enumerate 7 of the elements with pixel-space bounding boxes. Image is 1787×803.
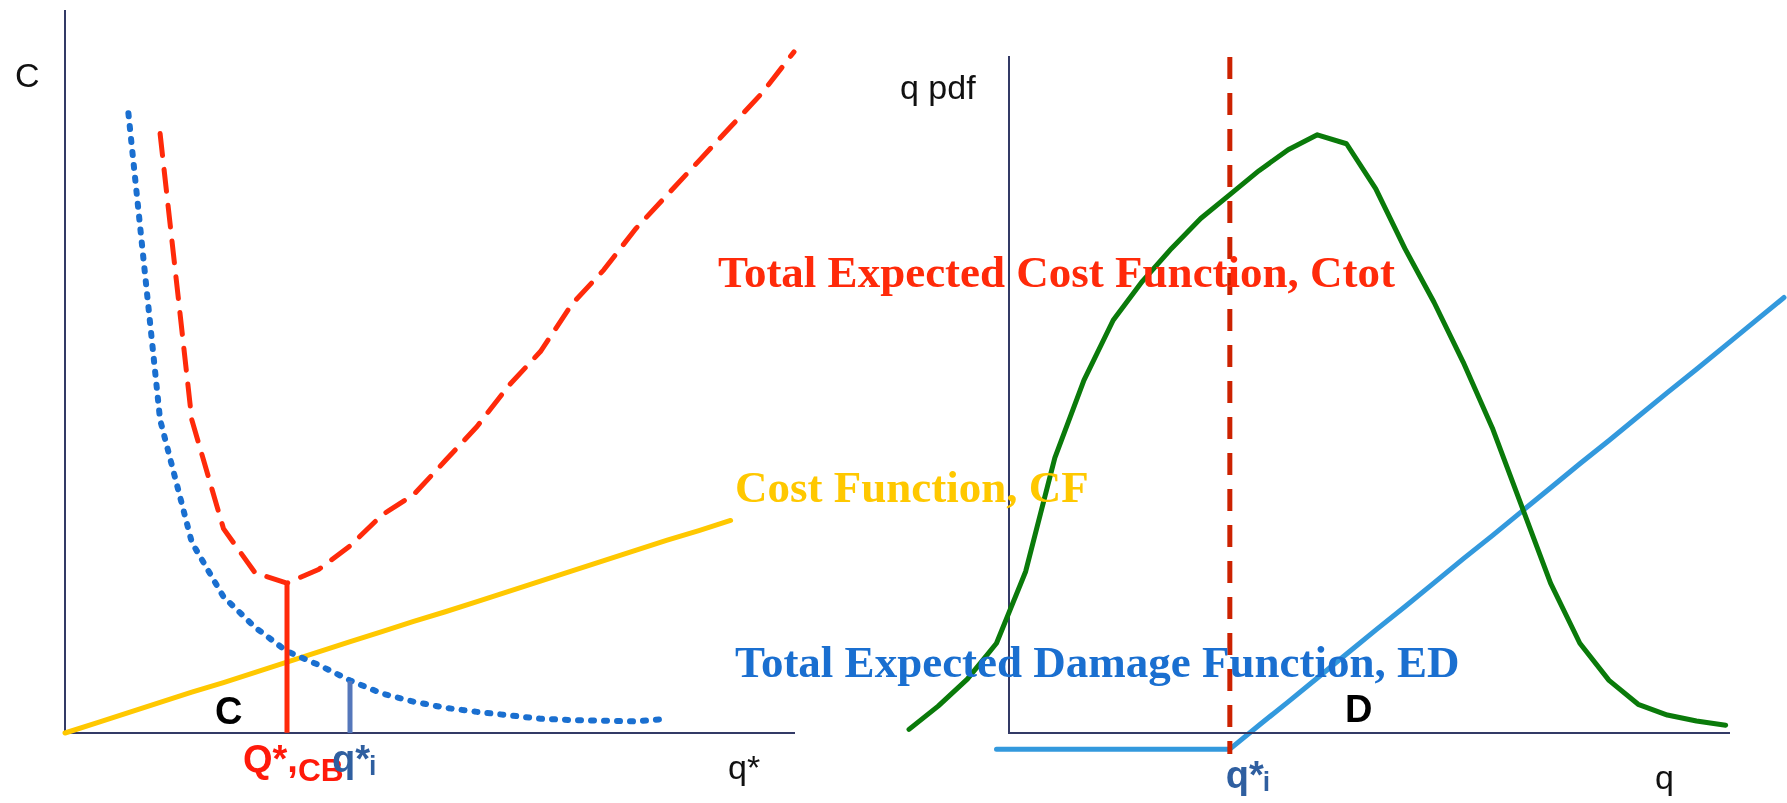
text: q*ᵢ xyxy=(1225,753,1270,796)
annotation: D xyxy=(1345,688,1373,730)
y-axis-title: q pdf xyxy=(900,68,976,106)
y-axis-title: C xyxy=(15,56,40,94)
x-axis-title: q* xyxy=(728,748,761,786)
x-axis-title: q xyxy=(1655,758,1674,796)
annotation: C xyxy=(215,690,243,732)
